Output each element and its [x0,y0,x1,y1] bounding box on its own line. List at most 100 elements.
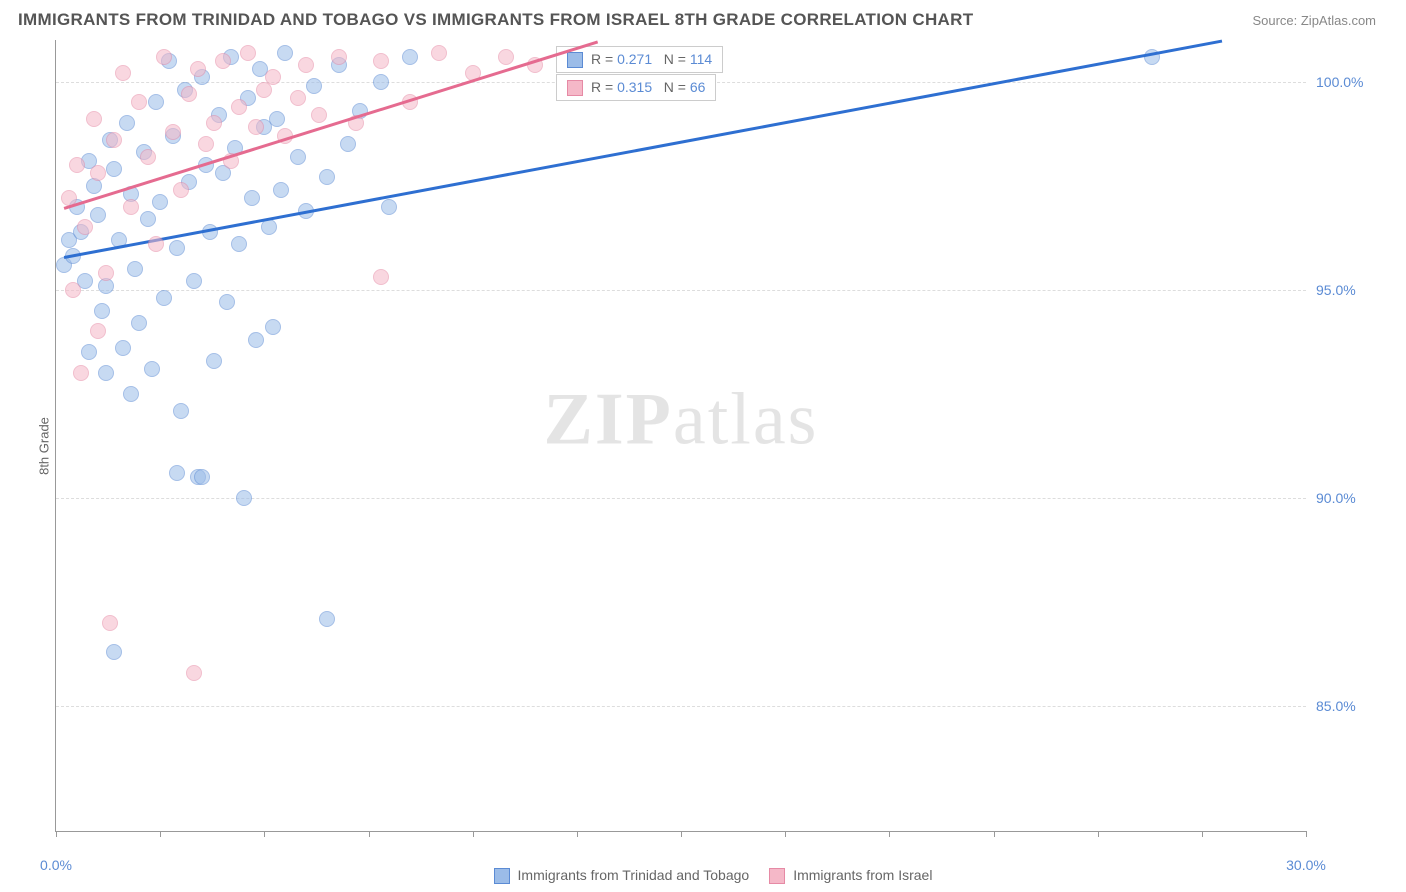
gridline [56,290,1306,291]
scatter-point [273,182,289,198]
watermark: ZIPatlas [544,377,819,462]
source-label: Source: ZipAtlas.com [1252,13,1376,28]
x-tick [785,831,786,837]
scatter-point [319,611,335,627]
y-tick-label: 85.0% [1316,698,1386,714]
x-tick [1306,831,1307,837]
y-tick-label: 100.0% [1316,74,1386,90]
scatter-point [173,403,189,419]
scatter-point [240,45,256,61]
scatter-point [248,332,264,348]
gridline [56,706,1306,707]
scatter-point [169,465,185,481]
scatter-point [173,182,189,198]
x-tick [889,831,890,837]
scatter-point [169,240,185,256]
x-tick [56,831,57,837]
scatter-point [65,282,81,298]
scatter-point [94,303,110,319]
scatter-point [165,124,181,140]
x-tick [473,831,474,837]
x-tick [1202,831,1203,837]
scatter-point [231,236,247,252]
legend-swatch [494,868,510,884]
scatter-point [123,386,139,402]
scatter-point [373,53,389,69]
scatter-point [277,45,293,61]
legend-swatch [769,868,785,884]
scatter-point [331,49,347,65]
x-tick [994,831,995,837]
x-tick [1098,831,1099,837]
scatter-point [298,57,314,73]
scatter-point [261,219,277,235]
scatter-point [152,194,168,210]
scatter-point [81,344,97,360]
scatter-point [144,361,160,377]
scatter-point [215,53,231,69]
x-tick [577,831,578,837]
scatter-point [86,111,102,127]
y-tick-label: 95.0% [1316,282,1386,298]
stat-box: R = 0.315 N = 66 [556,74,716,101]
chart-title: IMMIGRANTS FROM TRINIDAD AND TOBAGO VS I… [18,10,973,30]
scatter-point [340,136,356,152]
scatter-point [219,294,235,310]
scatter-point [73,365,89,381]
scatter-point [244,190,260,206]
scatter-point [156,290,172,306]
x-tick [369,831,370,837]
scatter-point [319,169,335,185]
scatter-point [98,365,114,381]
scatter-point [69,157,85,173]
scatter-point [90,207,106,223]
scatter-point [198,136,214,152]
x-tick [160,831,161,837]
legend: Immigrants from Trinidad and Tobago Immig… [0,867,1406,884]
scatter-point [102,615,118,631]
scatter-point [106,161,122,177]
scatter-point [90,323,106,339]
scatter-point [498,49,514,65]
scatter-point [373,74,389,90]
x-tick [681,831,682,837]
scatter-point [181,86,197,102]
scatter-point [206,353,222,369]
scatter-point [290,149,306,165]
scatter-point [194,469,210,485]
y-tick-label: 90.0% [1316,490,1386,506]
scatter-point [248,119,264,135]
scatter-point [98,265,114,281]
legend-label: Immigrants from Israel [793,867,932,883]
legend-label: Immigrants from Trinidad and Tobago [518,867,750,883]
scatter-point [123,199,139,215]
scatter-point [140,149,156,165]
scatter-point [119,115,135,131]
scatter-point [115,340,131,356]
scatter-point [306,78,322,94]
plot-wrap: 8th Grade ZIPatlas 85.0%90.0%95.0%100.0%… [35,40,1396,852]
scatter-point [402,49,418,65]
scatter-point [269,111,285,127]
scatter-point [131,315,147,331]
stat-box: R = 0.271 N = 114 [556,46,723,73]
scatter-point [77,219,93,235]
scatter-point [381,199,397,215]
scatter-point [148,236,164,252]
x-tick [264,831,265,837]
scatter-point [115,65,131,81]
scatter-point [265,69,281,85]
scatter-point [156,49,172,65]
scatter-point [231,99,247,115]
scatter-point [290,90,306,106]
y-axis-label: 8th Grade [36,417,51,475]
scatter-point [106,132,122,148]
scatter-point [186,273,202,289]
scatter-point [90,165,106,181]
scatter-point [148,94,164,110]
scatter-point [106,644,122,660]
scatter-point [131,94,147,110]
scatter-point [236,490,252,506]
scatter-plot: ZIPatlas 85.0%90.0%95.0%100.0%0.0%30.0%R… [55,40,1306,832]
scatter-point [190,61,206,77]
